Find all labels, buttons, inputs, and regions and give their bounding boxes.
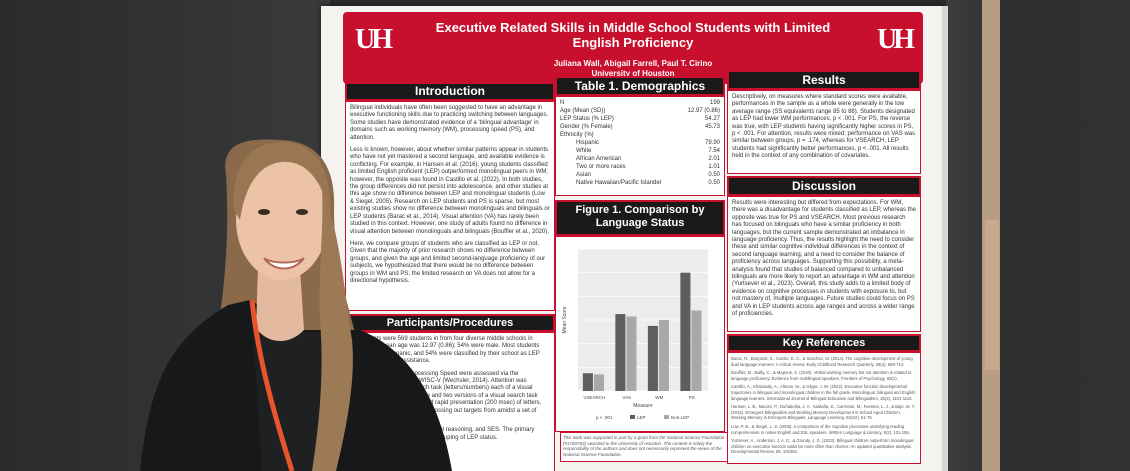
demographics-row: Hispanic 79.90	[560, 139, 720, 147]
demographics-label: LEP Status (% LEP)	[560, 116, 614, 122]
demographics-row: LEP Status (% LEP) 54.27	[560, 115, 720, 123]
figure-heading: Figure 1. Comparison by Language Status	[555, 200, 725, 236]
demographics-row: White 7.54	[560, 147, 720, 155]
demographics-row: Gender (% Female) 45.73	[560, 123, 720, 131]
demographics-value: 12.97 (0.86)	[687, 108, 720, 114]
bar-lep	[582, 373, 593, 391]
participants-paragraph: Working Memory and Processing Speed were…	[350, 370, 542, 422]
x-tick-label: VSEARCH	[583, 395, 605, 400]
intro-paragraph: Bilingual individuals have often been su…	[350, 105, 549, 141]
results-text: Descriptively, on measures where standar…	[732, 94, 916, 160]
poster-edge	[942, 6, 948, 471]
x-tick-label: WM	[655, 395, 663, 400]
bar-non-lep	[593, 374, 604, 391]
demographics-row: African American 2.01	[560, 155, 720, 163]
demographics-value: 2.01	[708, 156, 720, 162]
poster-authors: Juliana Wall, Abigail Farrell, Paul T. C…	[403, 59, 863, 79]
demographics-label: White	[576, 148, 592, 154]
right-column: Results Descriptively, on measures where…	[727, 70, 921, 352]
reference-item: Low, P. B., & Siegel, L. S. (2005). A co…	[731, 423, 910, 435]
intro-paragraph: Here, we compare groups of students who …	[350, 240, 546, 284]
demographics-label: Two or more races	[576, 164, 626, 170]
reference-item: Barac, R., Bialystok, E., Castro, D. C.,…	[731, 356, 913, 367]
demographics-row: Ethnicity (%)	[560, 131, 720, 139]
figure-heading-line2: Language Status	[595, 217, 685, 229]
results-body: Descriptively, on measures where standar…	[727, 90, 921, 174]
references-list: Barac, R., Bialystok, E., Castro, D. C.,…	[727, 352, 921, 464]
demographics-value: 0.50	[708, 180, 720, 186]
demographics-label: Hispanic	[576, 140, 600, 146]
reference-item: Yurtsever, A., Anderson, J. A. E., & Gru…	[731, 438, 914, 455]
demographics-value: 0.50	[708, 172, 720, 178]
participants-heading: Participants/Procedures	[345, 314, 555, 332]
bar-non-lep	[658, 320, 669, 391]
discussion-text: Results were interesting but differed fr…	[732, 200, 916, 318]
intro-paragraph: Less is known, however, about whether si…	[350, 147, 550, 235]
affiliation: University of Houston	[591, 69, 675, 78]
discussion-body: Results were interesting but differed fr…	[727, 196, 921, 332]
figure-chart: VSEARCH VAS WM PS Measure Mean Score p < .001 L…	[555, 236, 725, 432]
reference-item: Hansen, L. B., Macizo, P., Duñabeitia, J…	[731, 404, 915, 421]
wall-background-left	[0, 0, 330, 471]
author-names: Juliana Wall, Abigail Farrell, Paul T. C…	[553, 59, 713, 68]
legend-label: LEP	[637, 415, 646, 420]
poster-title-line2: English Proficiency	[572, 35, 694, 50]
demographics-label: Age (Mean (SD))	[560, 108, 606, 114]
bar-chart: VSEARCH VAS WM PS Measure Mean Score p < .001 L…	[562, 248, 708, 420]
x-tick-label: PS	[689, 395, 695, 400]
demographics-label: N	[560, 100, 565, 106]
introduction-body: Bilingual individuals have often been su…	[345, 101, 555, 311]
poster-title: Executive Related Skills in Middle Schoo…	[403, 20, 863, 50]
middle-column: Table 1. Demographics N 199 Age (Mean (SD)…	[555, 76, 725, 196]
discussion-heading: Discussion	[727, 176, 921, 196]
demographics-value: 79.90	[704, 140, 720, 146]
demographics-row: Native Hawaiian/Pacific Islander 0.50	[560, 179, 720, 187]
x-tick-label: VAS	[622, 395, 631, 400]
demographics-value: 45.73	[704, 124, 720, 130]
demographics-value: 7.54	[708, 148, 720, 154]
doorframe-detail	[985, 220, 999, 370]
demographics-row: Asian 0.50	[560, 171, 720, 179]
wall-background-right	[946, 0, 1130, 471]
x-axis-label: Measure	[633, 403, 653, 409]
y-axis-label: Mean Score	[562, 306, 568, 333]
participants-paragraph: Covariates included age, nonverbal reaso…	[350, 427, 535, 441]
demographics-label: Ethnicity (%)	[560, 132, 594, 138]
legend-label: Non-LEP	[671, 415, 689, 420]
legend-title: p < .001	[596, 415, 613, 420]
demographics-value: 54.27	[704, 116, 720, 122]
demographics-row: Age (Mean (SD)) 12.97 (0.86)	[560, 107, 720, 115]
bar-non-lep	[626, 316, 637, 391]
demographics-row: Two or more races 1.01	[560, 163, 720, 171]
demographics-row: N 199	[560, 99, 720, 107]
funding-footnote: This work was supported in part by a gra…	[560, 432, 728, 462]
legend-swatch	[630, 415, 635, 419]
demographics-label: Native Hawaiian/Pacific Islander	[576, 180, 662, 186]
demographics-label: Gender (% Female)	[560, 124, 613, 130]
reference-item: Bouffier, M., Bailly, C., & Majerus, S. …	[731, 370, 912, 381]
references-heading: Key References	[727, 334, 921, 352]
bar-lep	[647, 325, 658, 391]
bar-non-lep	[691, 310, 702, 391]
university-logo-left: UH	[355, 24, 393, 55]
participants-paragraph: Participants were 569 students in from f…	[350, 336, 540, 365]
bar-lep	[615, 314, 626, 391]
bar-lep	[680, 272, 691, 391]
results-heading: Results	[727, 70, 921, 90]
legend-swatch	[664, 415, 669, 419]
poster-title-line1: Executive Related Skills in Middle Schoo…	[435, 20, 831, 35]
university-logo-right: UH	[877, 24, 915, 55]
figure-heading-line1: Figure 1. Comparison by	[575, 204, 705, 216]
demographics-value: 1.01	[708, 164, 720, 170]
introduction-heading: Introduction	[345, 82, 555, 101]
demographics-value: 199	[709, 100, 720, 106]
left-column: Introduction Bilingual individuals have …	[345, 82, 555, 471]
research-poster: UH UH Executive Related Skills in Middle…	[321, 6, 945, 471]
demographics-heading: Table 1. Demographics	[555, 76, 725, 96]
reference-item: Castillo, A., Khalaisaly, A., Altman, M.…	[731, 384, 916, 401]
demographics-label: Asian	[576, 172, 592, 178]
participants-body: Participants were 569 students in from f…	[345, 332, 555, 471]
demographics-label: African American	[576, 156, 622, 162]
demographics-table: N 199 Age (Mean (SD)) 12.97 (0.86) LEP Statu…	[555, 96, 725, 196]
